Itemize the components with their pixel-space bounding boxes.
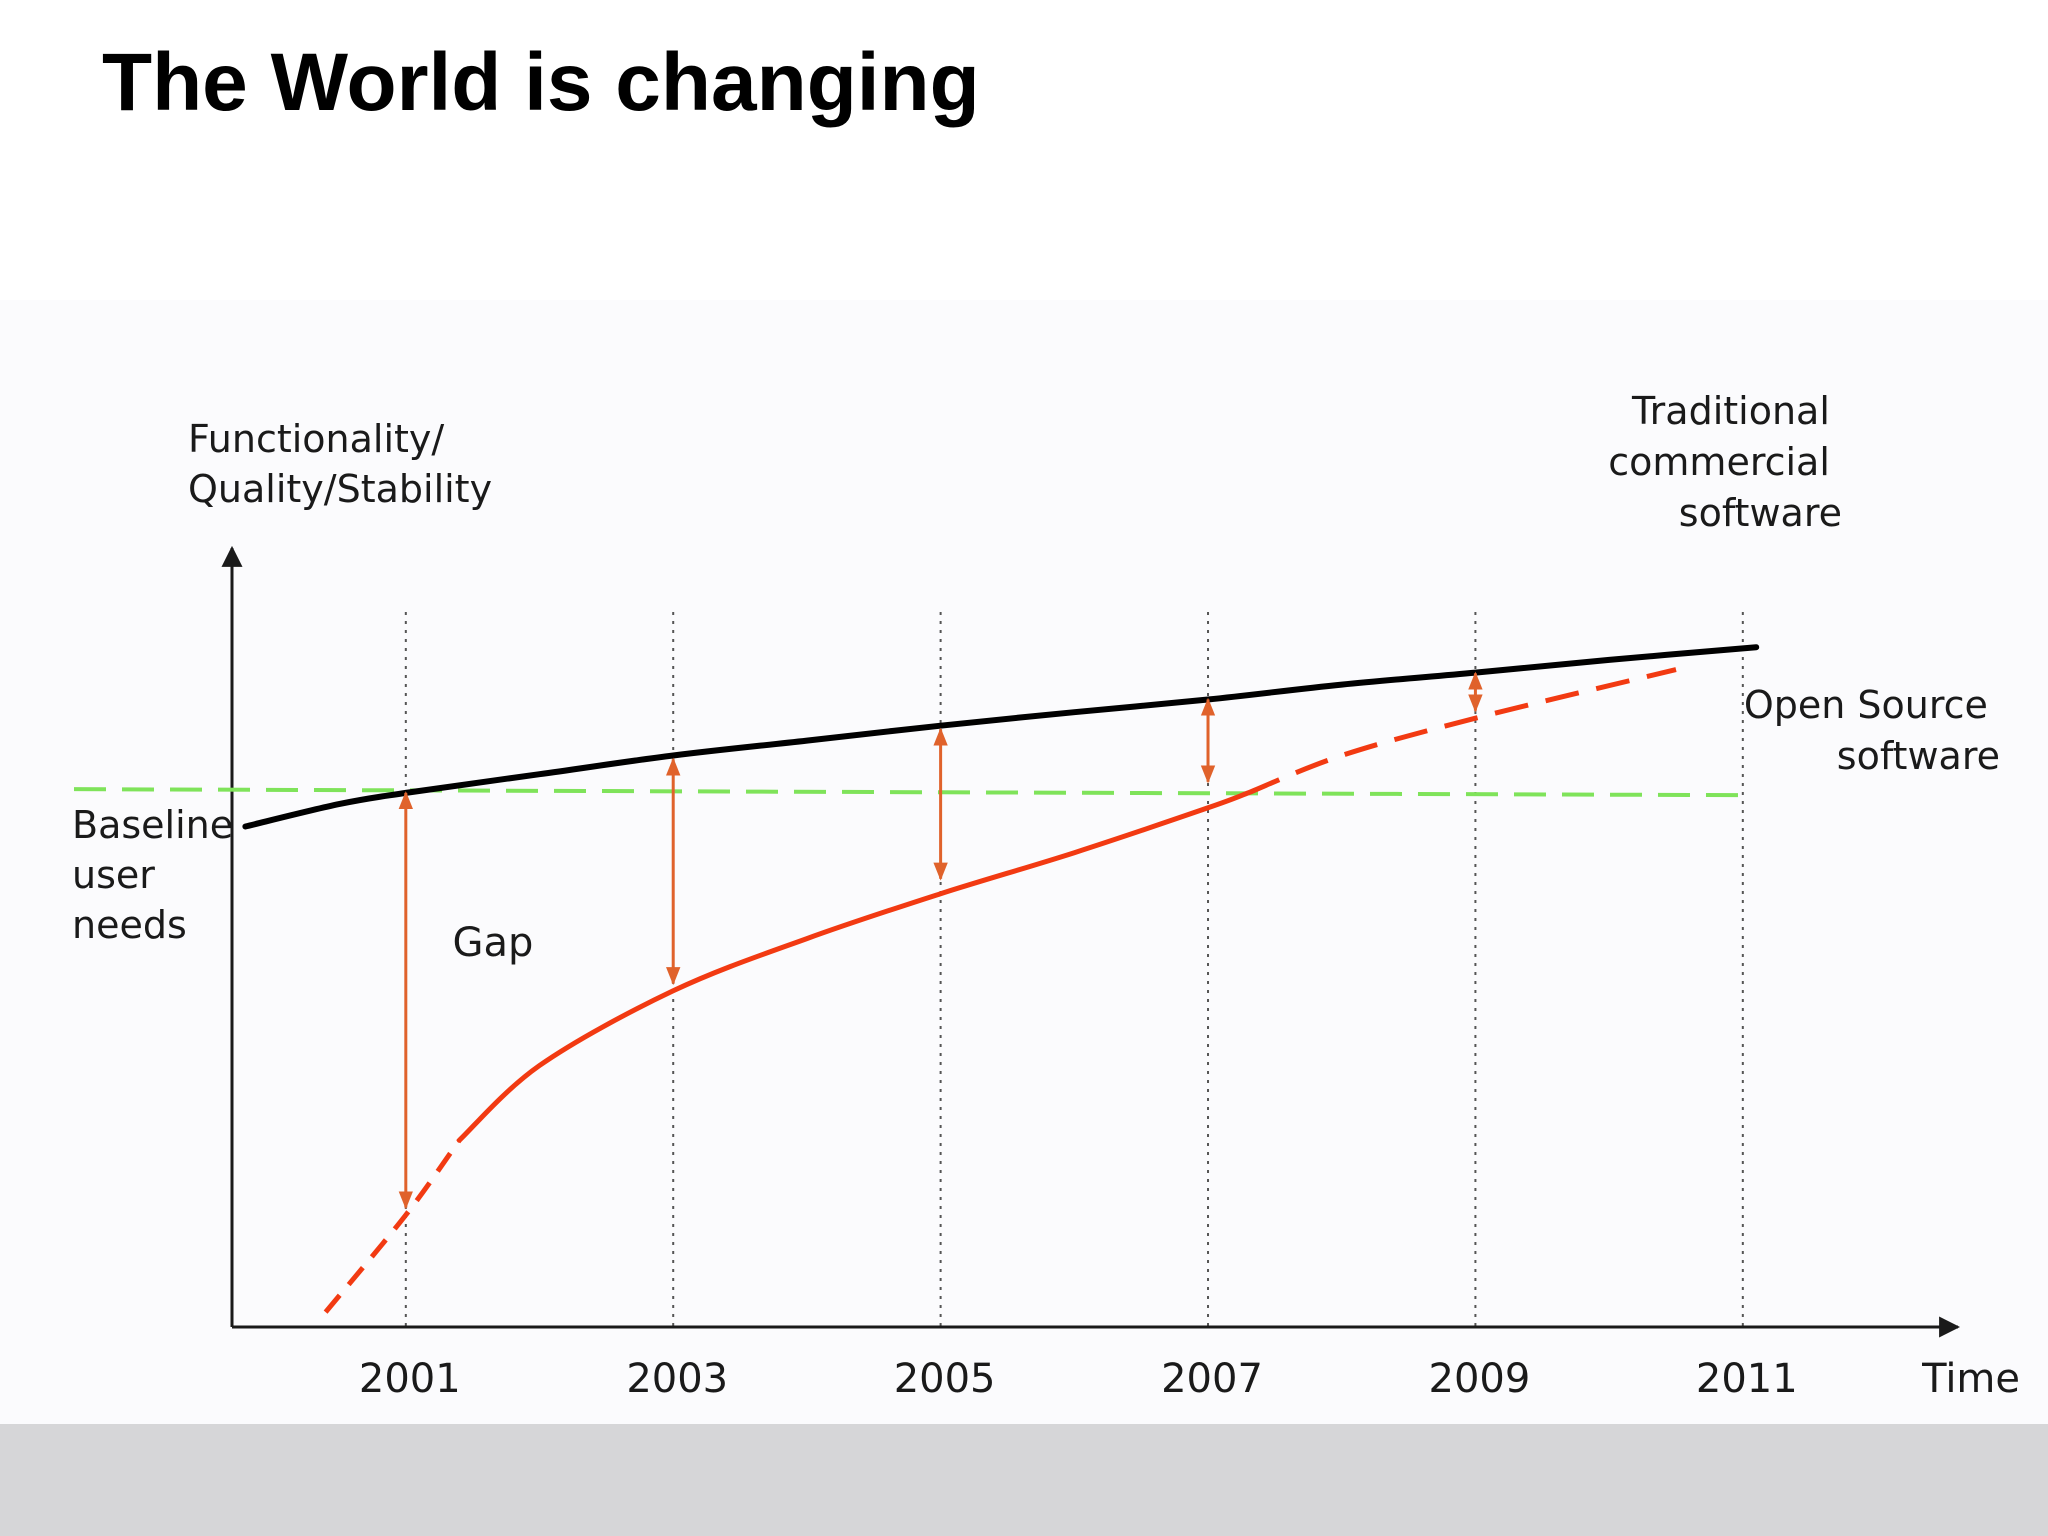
slide-title: The World is changing bbox=[102, 37, 980, 128]
series-open-source-dashed-end bbox=[1247, 667, 1677, 796]
series-traditional-label: Traditional commercial software bbox=[1608, 389, 1842, 535]
series-open-source-label: Open Source software bbox=[1744, 683, 2000, 778]
x-tick-label-2005: 2005 bbox=[894, 1356, 996, 1402]
y-axis-label: Functionality/ Quality/Stability bbox=[188, 417, 492, 511]
series-traditional-label-line-3: software bbox=[1679, 491, 1842, 535]
baseline-label-line-3: needs bbox=[72, 903, 187, 947]
series-open-source-dashed-start bbox=[323, 1138, 462, 1314]
x-tick-label-2009: 2009 bbox=[1429, 1356, 1531, 1402]
series-open-source-label-line-1: Open Source bbox=[1744, 683, 1988, 727]
x-tick-label-2007: 2007 bbox=[1161, 1356, 1263, 1402]
gap-arrows bbox=[398, 671, 1483, 1210]
series-open-source-line bbox=[456, 790, 1251, 1143]
series-traditional-label-line-1: Traditional bbox=[1631, 389, 1830, 433]
baseline-label: Baseline user needs bbox=[72, 803, 245, 947]
footer-band bbox=[0, 1424, 2048, 1536]
baseline-label-line-1: Baseline bbox=[72, 803, 233, 847]
series-open-source-label-line-2: software bbox=[1837, 734, 2000, 778]
x-tick-label-2001: 2001 bbox=[359, 1356, 461, 1402]
x-tick-label-2011: 2011 bbox=[1696, 1356, 1798, 1402]
x-tick-label-2003: 2003 bbox=[626, 1356, 728, 1402]
series-traditional-label-line-2: commercial bbox=[1608, 440, 1830, 484]
gridlines bbox=[404, 612, 1744, 1327]
baseline-label-line-2: user bbox=[72, 853, 155, 897]
y-axis-label-line-2: Quality/Stability bbox=[188, 467, 492, 511]
gap-annotation: Gap bbox=[453, 920, 534, 966]
series-traditional-line bbox=[242, 644, 1760, 830]
figure-area bbox=[0, 300, 2048, 1424]
x-tick-labels: 2001 2003 2005 2007 2009 2011 bbox=[359, 1356, 1798, 1402]
y-axis-label-line-1: Functionality/ bbox=[188, 417, 444, 461]
x-axis-label: Time bbox=[1921, 1356, 2020, 1402]
baseline-user-needs-line bbox=[73, 787, 1741, 798]
